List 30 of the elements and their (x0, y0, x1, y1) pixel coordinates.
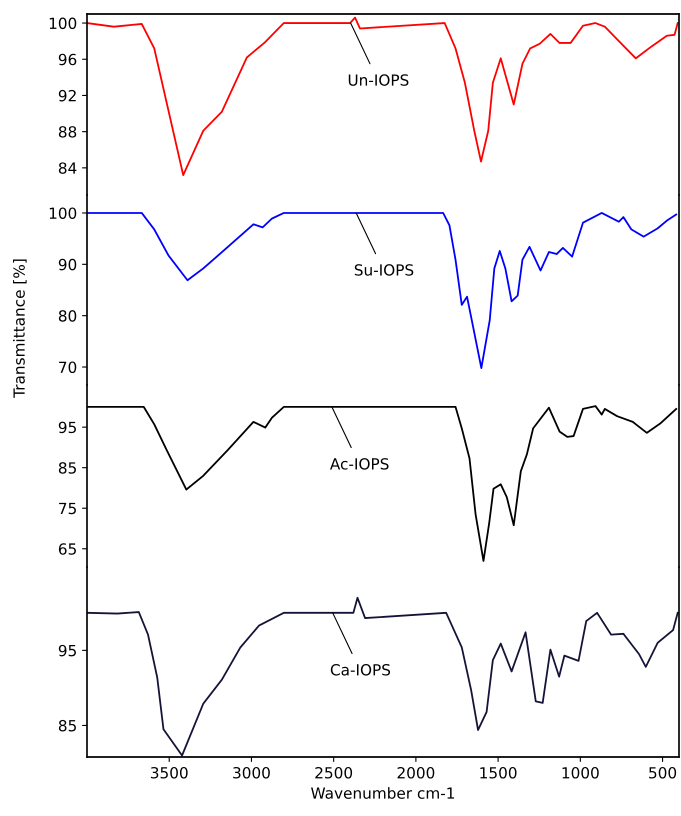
y-tick-label: 85 (58, 462, 76, 474)
line-series (87, 212, 678, 369)
y-tick-label: 84 (58, 162, 76, 174)
line-series (87, 16, 679, 176)
x-tick-label: 1000 (562, 766, 599, 779)
x-tick-label: 1500 (480, 766, 517, 779)
x-tick-label: 3000 (233, 766, 270, 779)
y-tick-label: 85 (58, 720, 76, 732)
y-tick-label: 88 (58, 126, 76, 138)
x-tick-label: 500 (649, 766, 676, 779)
y-tick-label: 90 (58, 258, 76, 270)
x-tick-label: 3500 (150, 766, 188, 779)
y-tick-label: 95 (58, 422, 76, 434)
y-tick-label: 96 (58, 54, 76, 66)
annotation: Ca-IOPS (330, 664, 390, 676)
annotation: Ac-IOPS (330, 458, 389, 470)
annotation: Un-IOPS (348, 74, 408, 86)
x-axis-title: Wavenumber cm-1 (311, 787, 454, 799)
y-tick-label: 65 (58, 543, 76, 555)
annotation: Su-IOPS (354, 264, 414, 276)
y-tick-label: 75 (59, 502, 76, 514)
y-tick-label: 100 (50, 18, 76, 30)
x-tick-label: 2000 (398, 766, 434, 779)
x-tick-label: 2500 (315, 766, 352, 779)
y-axis-title: Transmittance [%] (13, 260, 27, 398)
y-tick-label: 100 (50, 207, 76, 219)
y-tick-label: 95 (58, 644, 76, 656)
y-tick-label: 80 (58, 310, 76, 322)
y-tick-label: 70 (59, 361, 76, 374)
y-tick-label: 92 (58, 90, 76, 102)
